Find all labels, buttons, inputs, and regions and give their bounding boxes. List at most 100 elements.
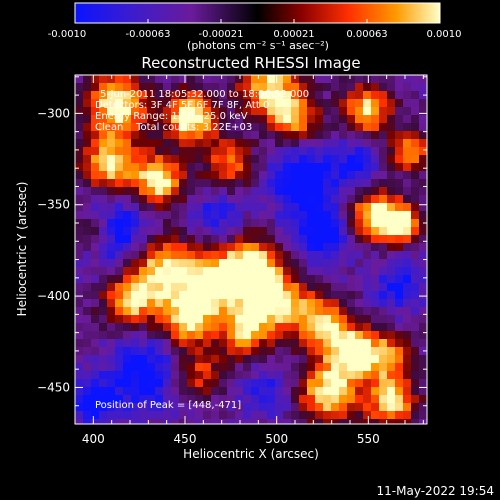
heatmap-cell [291,315,299,323]
heatmap-cell [251,123,259,131]
heatmap-cell [411,267,419,275]
heatmap-cell [259,171,267,179]
heatmap-cell [371,411,379,419]
heatmap-cell [275,171,283,179]
heatmap-cell [163,227,171,235]
heatmap-cell [91,147,99,155]
heatmap-cell [411,331,419,339]
heatmap-cell [83,275,91,283]
heatmap-cell [419,339,427,347]
heatmap-cell [155,235,163,243]
heatmap-cell [419,195,427,203]
heatmap-cell [411,155,419,163]
heatmap-cell [379,219,387,227]
heatmap-cell [315,171,323,179]
heatmap-cell [139,83,147,91]
heatmap-cell [259,363,267,371]
heatmap-cell [347,171,355,179]
heatmap-cell [307,387,315,395]
heatmap-cell [251,363,259,371]
heatmap-cell [387,235,395,243]
heatmap-cell [147,131,155,139]
heatmap-cell [259,203,267,211]
heatmap-cell [211,219,219,227]
heatmap-cell [419,139,427,147]
heatmap-cell [339,267,347,275]
heatmap-cell [299,283,307,291]
heatmap-cell [387,75,395,83]
heatmap-cell [339,259,347,267]
heatmap-cell [275,203,283,211]
heatmap-cell [107,315,115,323]
heatmap-cell [411,275,419,283]
heatmap-cell [211,371,219,379]
heatmap-cell [147,195,155,203]
heatmap-cell [379,395,387,403]
heatmap-cell [307,339,315,347]
heatmap-cell [107,387,115,395]
heatmap-cell [235,99,243,107]
heatmap-cell [203,91,211,99]
heatmap-cell [235,291,243,299]
heatmap-cell [403,147,411,155]
heatmap-cell [211,99,219,107]
heatmap-cell [155,75,163,83]
heatmap-cell [291,283,299,291]
heatmap-cell [259,147,267,155]
heatmap-cell [291,155,299,163]
heatmap-cell [91,419,99,424]
heatmap-cell [99,131,107,139]
heatmap-cell [179,99,187,107]
heatmap-cell [187,411,195,419]
heatmap-cell [107,291,115,299]
heatmap-cell [355,115,363,123]
heatmap-cell [387,411,395,419]
heatmap-cell [243,131,251,139]
heatmap-cell [355,163,363,171]
heatmap-cell [371,387,379,395]
heatmap-cell [259,299,267,307]
heatmap-cell [291,387,299,395]
heatmap-cell [75,139,83,147]
heatmap-cell [107,187,115,195]
heatmap-cell [227,251,235,259]
heatmap-cell [307,203,315,211]
heatmap-cell [251,291,259,299]
heatmap-cell [347,123,355,131]
heatmap-cell [243,347,251,355]
heatmap-cell [259,339,267,347]
heatmap-cell [75,419,83,424]
heatmap-cell [315,419,323,424]
heatmap-cell [123,331,131,339]
heatmap-cell [179,363,187,371]
heatmap-cell [291,331,299,339]
heatmap-cell [227,387,235,395]
heatmap-cell [395,355,403,363]
heatmap-cell [307,227,315,235]
heatmap-cell [379,283,387,291]
heatmap-cell [227,219,235,227]
heatmap-cell [299,107,307,115]
heatmap-cell [219,251,227,259]
heatmap-cell [323,123,331,131]
heatmap-cell [171,355,179,363]
heatmap-cell [387,347,395,355]
heatmap-cell [107,363,115,371]
heatmap-cell [379,307,387,315]
heatmap-cell [131,179,139,187]
heatmap-cell [115,211,123,219]
heatmap-cell [299,195,307,203]
heatmap-cell [419,363,427,371]
heatmap-cell [283,275,291,283]
heatmap-cell [115,403,123,411]
heatmap-cell [379,115,387,123]
heatmap-cell [179,155,187,163]
heatmap-cell [419,275,427,283]
heatmap-cell [363,115,371,123]
heatmap-cell [139,331,147,339]
heatmap-cell [411,75,419,83]
heatmap-cell [275,115,283,123]
heatmap-cell [347,251,355,259]
heatmap-cell [227,99,235,107]
heatmap-cell [195,83,203,91]
